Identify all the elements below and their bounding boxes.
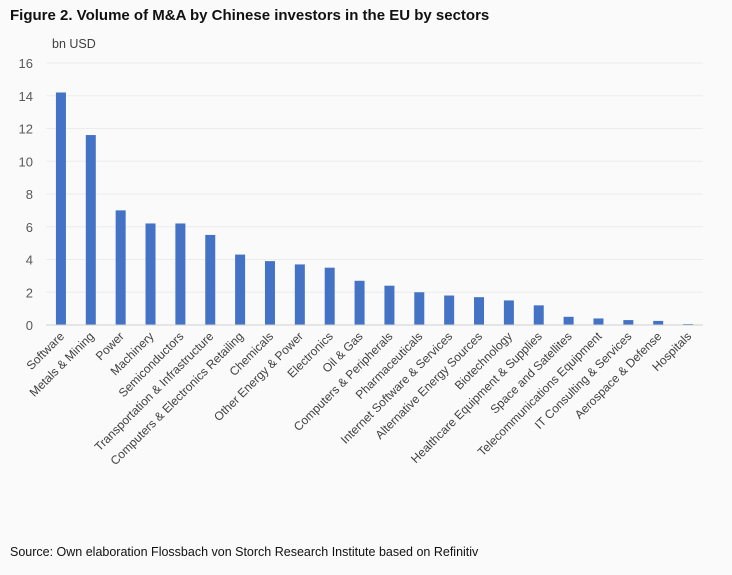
y-tick-label: 12 <box>19 122 33 137</box>
bar <box>85 135 96 325</box>
y-tick-label: 2 <box>26 285 33 300</box>
bar <box>324 267 335 325</box>
bar <box>623 320 634 325</box>
bar <box>474 297 485 325</box>
chart-title: Figure 2. Volume of M&A by Chinese inves… <box>10 7 490 24</box>
bar <box>563 316 574 325</box>
bar <box>384 285 395 325</box>
y-tick-label: 14 <box>19 89 33 104</box>
bar <box>354 280 365 325</box>
bar <box>444 295 455 325</box>
y-tick-label: 0 <box>26 318 33 333</box>
bar <box>533 305 544 325</box>
bar <box>175 223 186 325</box>
y-tick-label: 6 <box>26 220 33 235</box>
y-tick-label: 10 <box>19 154 33 169</box>
bar <box>653 320 664 325</box>
bar <box>115 210 126 325</box>
bar <box>205 234 216 325</box>
source-note: Source: Own elaboration Flossbach von St… <box>10 545 479 559</box>
bar <box>503 300 514 325</box>
bar <box>235 254 246 325</box>
bar <box>145 223 156 325</box>
y-tick-label: 16 <box>19 56 33 71</box>
bar <box>55 92 66 325</box>
y-axis-unit-label: bn USD <box>52 37 96 51</box>
y-tick-label: 8 <box>26 187 33 202</box>
bar <box>264 261 275 325</box>
bar <box>294 264 305 325</box>
bar <box>593 318 604 325</box>
y-tick-label: 4 <box>26 253 33 268</box>
bar <box>414 292 425 325</box>
